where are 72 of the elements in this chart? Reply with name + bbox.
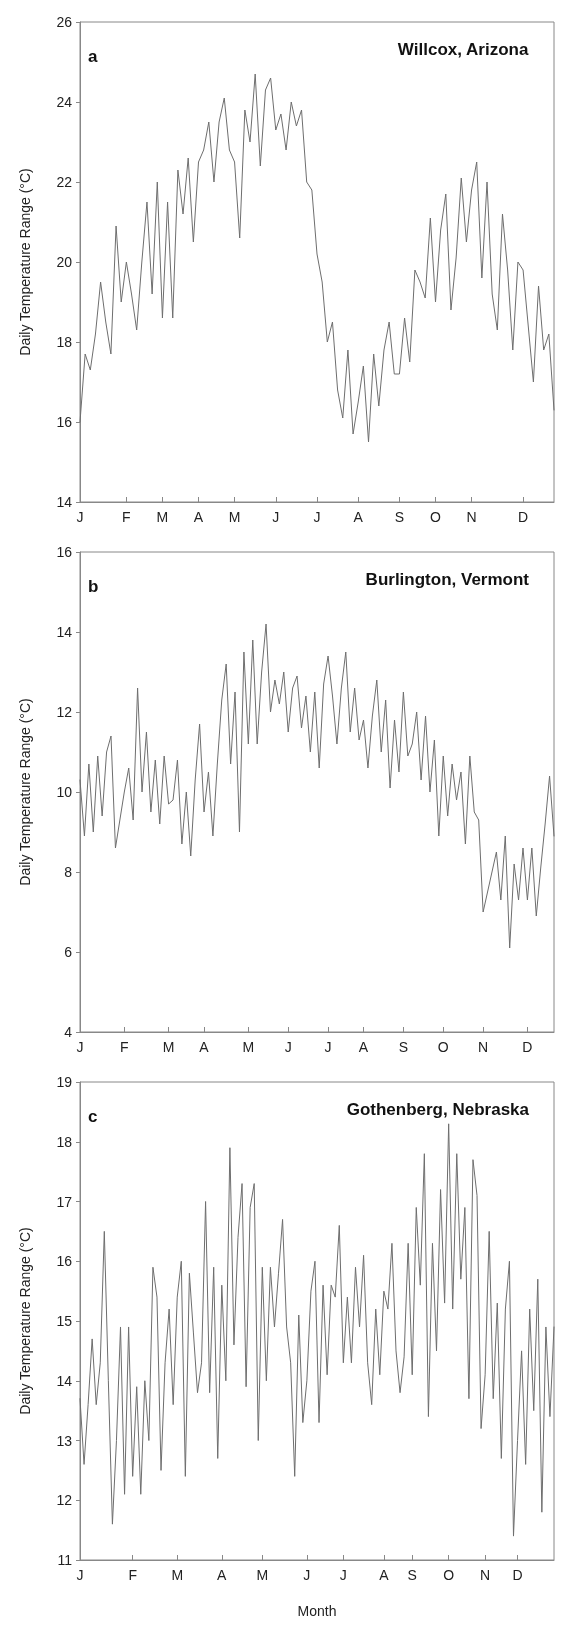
text: Willcox, Arizona [397,40,529,59]
y-axis-title: Daily Temperature Range (°C) [17,1227,33,1415]
annotation: a [88,47,98,66]
text: Gothenberg, Nebraska [346,1100,530,1119]
y-tick-label: 17 [56,1193,73,1210]
y-tick-label: 12 [56,1492,73,1509]
x-tick-label: J [272,509,280,525]
y-tick-label: 12 [56,704,73,720]
x-tick-label: J [76,1567,84,1583]
x-tick-label: A [358,1039,369,1055]
x-tick-label: S [394,509,405,525]
y-tick-label: 10 [56,784,73,800]
x-tick-label: F [120,1039,129,1055]
x-tick-label: O [430,509,442,525]
x-tick-label: O [443,1567,455,1583]
y-axis-title: Daily Temperature Range (°C) [17,168,33,356]
y-tick-label: 8 [64,864,73,880]
x-tick-label: A [379,1567,390,1583]
x-tick-label: M [162,1039,175,1055]
x-axis-title: Month [297,1603,337,1619]
x-tick-label: J [76,1039,84,1055]
x-tick-label: D [518,509,529,525]
y-tick-label: 11 [57,1552,73,1568]
y-tick-label: 16 [56,544,73,560]
text: Burlington, Vermont [365,570,530,589]
x-tick-label: M [242,1039,255,1055]
x-tick-label: M [256,1567,269,1583]
x-tick-label: J [284,1039,292,1055]
line-series [79,623,555,949]
y-tick-label: 24 [56,94,73,110]
y-tick-label: 14 [56,624,73,640]
x-tick-label: J [303,1567,311,1583]
x-tick-label: F [128,1567,137,1583]
x-tick-label: J [339,1567,347,1583]
x-tick-label: D [512,1567,523,1583]
line-series [79,73,555,443]
y-tick-label: 4 [64,1024,73,1040]
y-tick-label: 13 [56,1432,73,1449]
y-tick-label: 18 [56,334,73,350]
y-tick-label: 15 [56,1313,73,1329]
x-tick-label: A [199,1039,210,1055]
x-tick-label: D [522,1039,533,1055]
x-tick-label: J [313,509,321,525]
x-tick-label: J [324,1039,332,1055]
x-tick-label: N [480,1567,491,1583]
x-tick-label: M [228,509,241,525]
y-tick-label: 22 [56,174,73,190]
line-series [79,1123,555,1537]
x-tick-label: M [171,1567,184,1583]
y-tick-label: 14 [56,1372,73,1389]
x-tick-label: F [122,509,131,525]
y-tick-label: 6 [64,944,73,960]
y-tick-label: 19 [56,1074,73,1090]
x-tick-label: N [466,509,477,525]
y-axis-title: Daily Temperature Range (°C) [17,698,33,886]
x-tick-label: A [217,1567,228,1583]
x-tick-label: M [156,509,169,525]
x-tick-label: A [193,509,204,525]
x-tick-label: O [437,1039,449,1055]
y-tick-label: 16 [56,414,73,430]
y-tick-label: 26 [56,14,73,30]
y-tick-label: 18 [56,1133,73,1150]
x-tick-label: S [398,1039,409,1055]
annotation: c [88,1107,98,1126]
x-tick-label: A [353,509,364,525]
x-tick-label: J [76,509,84,525]
y-tick-label: 14 [56,494,73,510]
annotation: b [88,577,99,596]
x-tick-label: S [407,1567,417,1583]
y-tick-label: 20 [56,254,73,270]
y-tick-label: 16 [56,1253,73,1270]
x-tick-label: N [478,1039,489,1055]
